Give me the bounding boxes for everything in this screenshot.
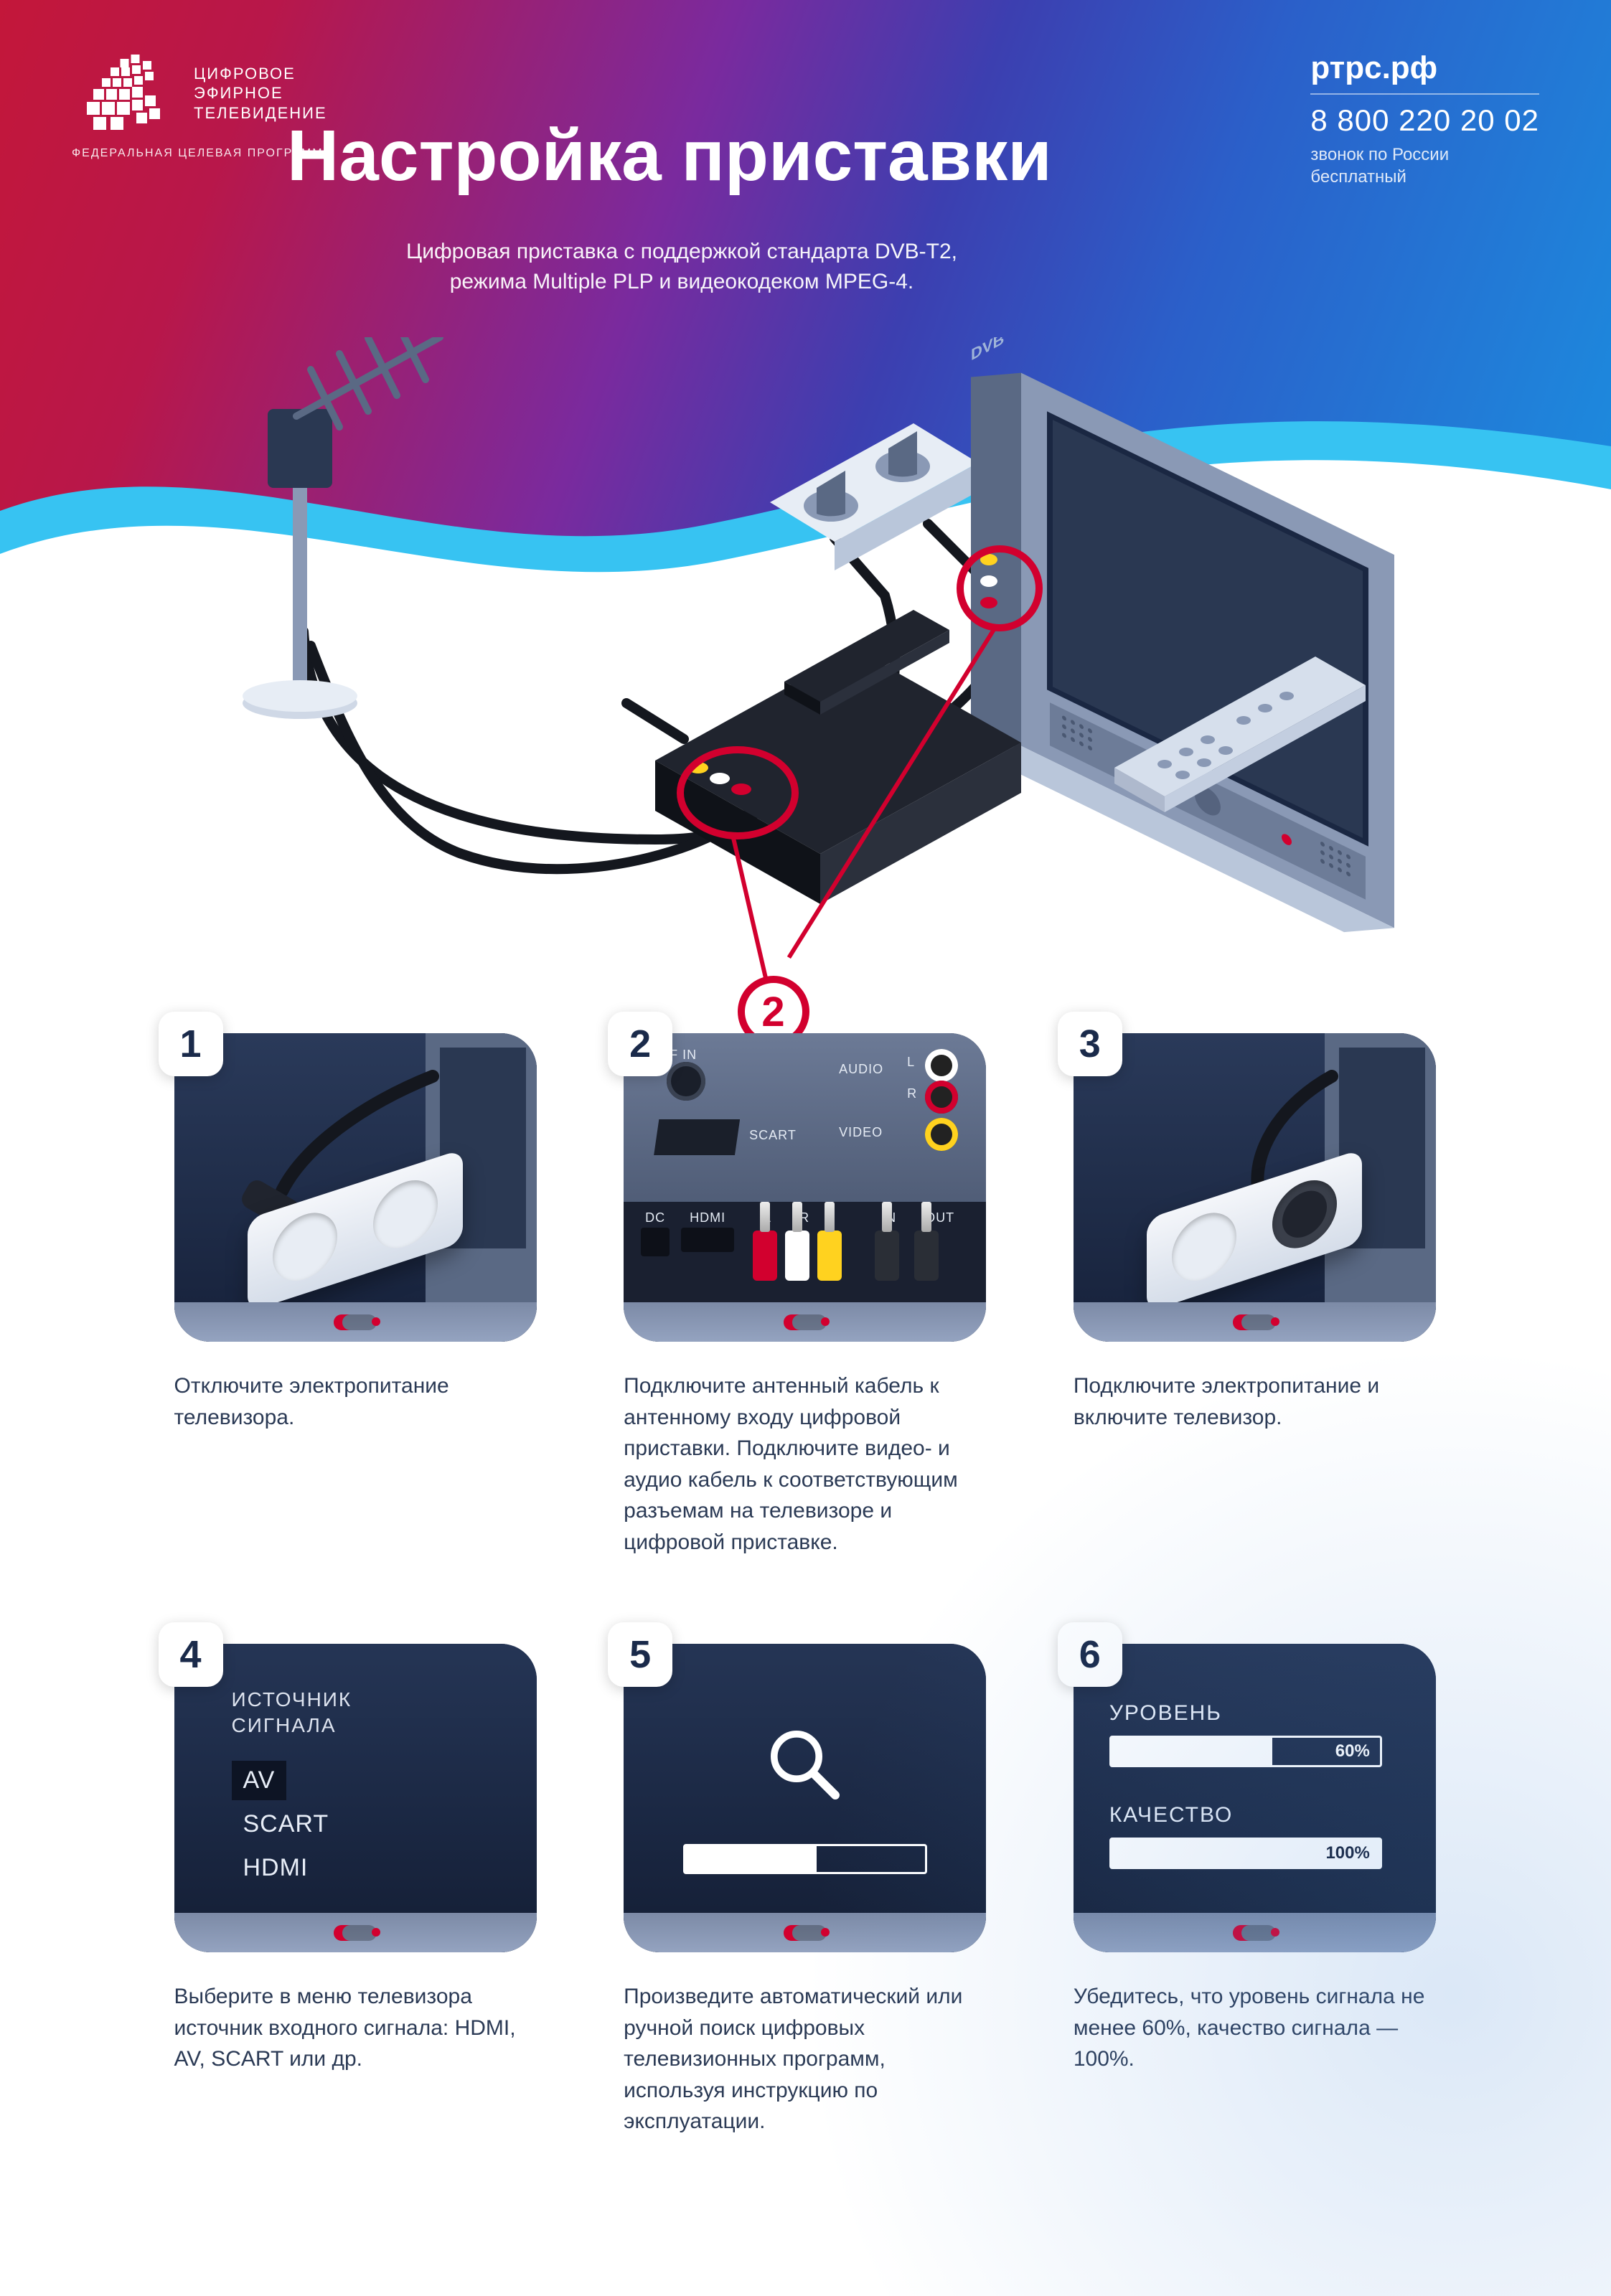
level-label: УРОВЕНЬ xyxy=(1109,1701,1400,1726)
label-dc: DC xyxy=(645,1210,665,1225)
step-number: 6 xyxy=(1058,1622,1122,1687)
tv-icon xyxy=(971,349,1394,957)
level-bar: 60% xyxy=(1109,1736,1382,1767)
step-1: 1 Отключите электропитание т xyxy=(174,1033,538,1558)
rca-yellow xyxy=(925,1118,958,1151)
level-value: 60% xyxy=(1335,1741,1370,1761)
step-number: 4 xyxy=(159,1622,223,1687)
source-option-scart[interactable]: SCART xyxy=(232,1805,341,1844)
step-4: 4 ИСТОЧНИК СИГНАЛА AV SCART HDMI Выберит… xyxy=(174,1644,538,2137)
jack-yellow xyxy=(817,1231,842,1281)
quality-label: КАЧЕСТВО xyxy=(1109,1803,1400,1827)
step-desc: Отключите электропитание телевизора. xyxy=(174,1370,537,1433)
source-option-hdmi[interactable]: HDMI xyxy=(232,1848,320,1888)
label-l: L xyxy=(907,1055,915,1070)
step-desc: Произведите автоматический или ручной по… xyxy=(624,1981,986,2137)
jack-red xyxy=(753,1231,777,1281)
step-desc: Выберите в меню телевизора источник вход… xyxy=(174,1981,537,2075)
scan-progress xyxy=(683,1844,927,1874)
step-6: 6 УРОВЕНЬ 60% КАЧЕСТВО 100% xyxy=(1074,1644,1437,2137)
step-number: 5 xyxy=(608,1622,672,1687)
site-url[interactable]: ртрс.рф xyxy=(1310,50,1539,95)
step-4-image: ИСТОЧНИК СИГНАЛА AV SCART HDMI xyxy=(174,1644,537,1952)
scart-port xyxy=(654,1119,740,1155)
step-desc: Убедитесь, что уровень сигнала не менее … xyxy=(1074,1981,1436,2075)
step-desc: Подключите электропитание и включите тел… xyxy=(1074,1370,1436,1433)
step-2: 2 RF IN SCART AUDIO L R VIDEO DC HDMI xyxy=(624,1033,987,1558)
label-hdmi: HDMI xyxy=(690,1210,725,1225)
phone-number[interactable]: 8 800 220 20 02 xyxy=(1310,103,1539,138)
jack-white xyxy=(785,1231,809,1281)
antenna-icon xyxy=(243,337,440,719)
callout-tv-rca xyxy=(957,545,1043,631)
steps-grid: 1 Отключите электропитание т xyxy=(174,1033,1437,2137)
source-menu-title: ИСТОЧНИК СИГНАЛА xyxy=(232,1687,494,1739)
page-title: Настройка приставки xyxy=(287,115,1052,197)
source-option-av[interactable]: AV xyxy=(232,1761,287,1800)
scan-progress-fill xyxy=(685,1846,817,1872)
step-2-image: RF IN SCART AUDIO L R VIDEO DC HDMI L R … xyxy=(624,1033,986,1342)
step-5: 5 Произведите автоматический или ручной … xyxy=(624,1644,987,2137)
step-3: 3 Подключите электропитание и включите т… xyxy=(1074,1033,1437,1558)
label-r: R xyxy=(907,1086,917,1101)
step-6-image: УРОВЕНЬ 60% КАЧЕСТВО 100% xyxy=(1074,1644,1436,1952)
contact-block: ртрс.рф 8 800 220 20 02 звонок по России… xyxy=(1310,50,1539,188)
diagram-svg: DVB xyxy=(124,337,1488,997)
search-icon xyxy=(762,1722,848,1808)
step-number: 2 xyxy=(608,1012,672,1076)
logo-text: ЦИФРОВОЕ ЭФИРНОЕ ТЕЛЕВИДЕНИЕ xyxy=(194,64,327,123)
step-3-image xyxy=(1074,1033,1436,1342)
svg-text:DVB: DVB xyxy=(971,337,1004,364)
quality-value: 100% xyxy=(1325,1843,1369,1863)
step-5-image xyxy=(624,1644,986,1952)
quality-bar: 100% xyxy=(1109,1838,1382,1869)
label-scart: SCART xyxy=(749,1128,797,1143)
label-audio: AUDIO xyxy=(839,1062,883,1077)
butterfly-icon xyxy=(72,50,179,136)
step-desc: Подключите антенный кабель к антенному в… xyxy=(624,1370,986,1558)
intro-text: Цифровая приставка с поддержкой стандарт… xyxy=(395,237,969,297)
label-video: VIDEO xyxy=(839,1125,883,1140)
jack-out xyxy=(914,1231,939,1281)
phone-note: звонок по России бесплатный xyxy=(1310,144,1539,188)
callout-box-rca xyxy=(677,746,799,839)
connection-diagram: DVB 2 xyxy=(124,337,1488,997)
step-1-image xyxy=(174,1033,537,1342)
step-number: 1 xyxy=(159,1012,223,1076)
step-number: 3 xyxy=(1058,1012,1122,1076)
rca-red xyxy=(925,1081,958,1114)
rca-white xyxy=(925,1049,958,1082)
callout-badge-number: 2 xyxy=(761,988,784,1036)
jack-in xyxy=(875,1231,899,1281)
